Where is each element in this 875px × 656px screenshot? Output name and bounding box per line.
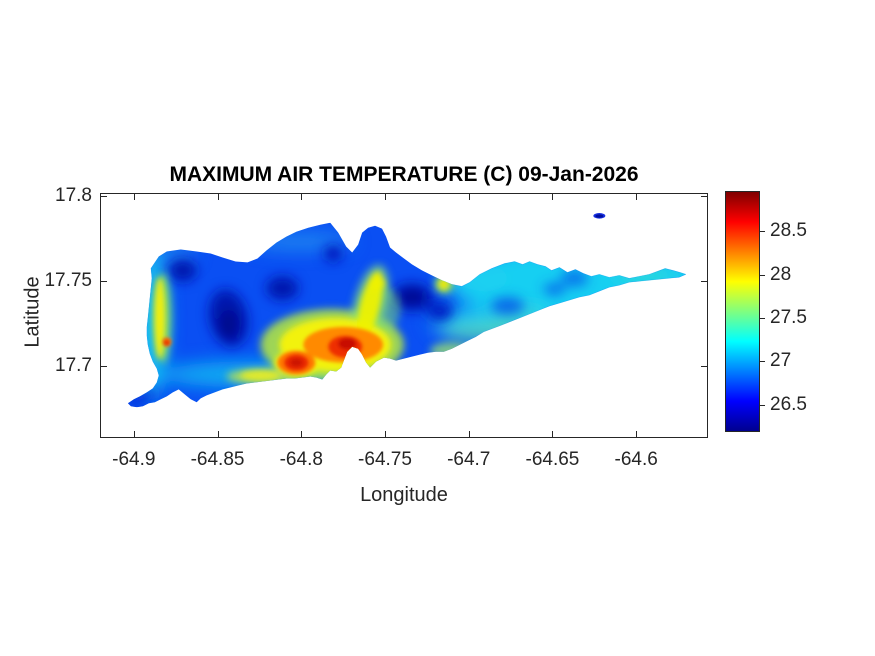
x-tick-top [636, 194, 638, 200]
x-tick-top [301, 194, 303, 200]
y-tick-right [701, 365, 707, 367]
x-tick-bottom [468, 431, 470, 437]
colorbar-tick [760, 361, 765, 363]
plot-title: MAXIMUM AIR TEMPERATURE (C) 09-Jan-2026 [169, 163, 639, 186]
x-axis-label: Longitude [360, 484, 448, 506]
colorbar-tick-label: 26.5 [770, 393, 807, 415]
colorbar-tick-label: 27.5 [770, 307, 807, 329]
x-tick-label: -64.9 [112, 449, 156, 470]
x-tick-bottom [384, 431, 386, 437]
x-tick-label: -64.6 [614, 449, 658, 470]
colorbar-tick [760, 404, 765, 406]
x-tick-bottom [217, 431, 219, 437]
y-tick-label: 17.7 [55, 354, 92, 376]
x-tick-bottom [552, 431, 554, 437]
x-tick-top [217, 194, 219, 200]
x-tick-top [384, 194, 386, 200]
y-tick-left [101, 365, 107, 367]
colorbar-tick-label: 28.5 [770, 220, 807, 242]
y-tick-label: 17.75 [44, 269, 92, 291]
y-tick-left [101, 196, 107, 198]
colorbar-tick-label: 28 [770, 263, 792, 285]
x-tick-top [552, 194, 554, 200]
x-tick-label: -64.85 [190, 449, 245, 470]
island-temperature-field [127, 222, 687, 408]
x-tick-top [468, 194, 470, 200]
x-tick-label: -64.8 [279, 449, 323, 470]
y-tick-right [701, 280, 707, 282]
y-tick-label: 17.8 [55, 185, 92, 207]
x-tick-label: -64.7 [447, 449, 491, 470]
plot-area [100, 193, 708, 438]
colorbar-tick [760, 274, 765, 276]
colorbar-tick [760, 318, 765, 320]
x-tick-label: -64.65 [525, 449, 580, 470]
colorbar [725, 191, 760, 432]
offshore-islet [593, 213, 606, 219]
contour-map [127, 213, 687, 408]
colorbar-tick-label: 27 [770, 350, 792, 372]
x-tick-bottom [636, 431, 638, 437]
x-tick-label: -64.75 [358, 449, 412, 470]
colorbar-tick [760, 231, 765, 233]
y-tick-left [101, 280, 107, 282]
x-tick-top [133, 194, 135, 200]
x-tick-bottom [301, 431, 303, 437]
y-tick-right [701, 196, 707, 198]
x-tick-bottom [133, 431, 135, 437]
